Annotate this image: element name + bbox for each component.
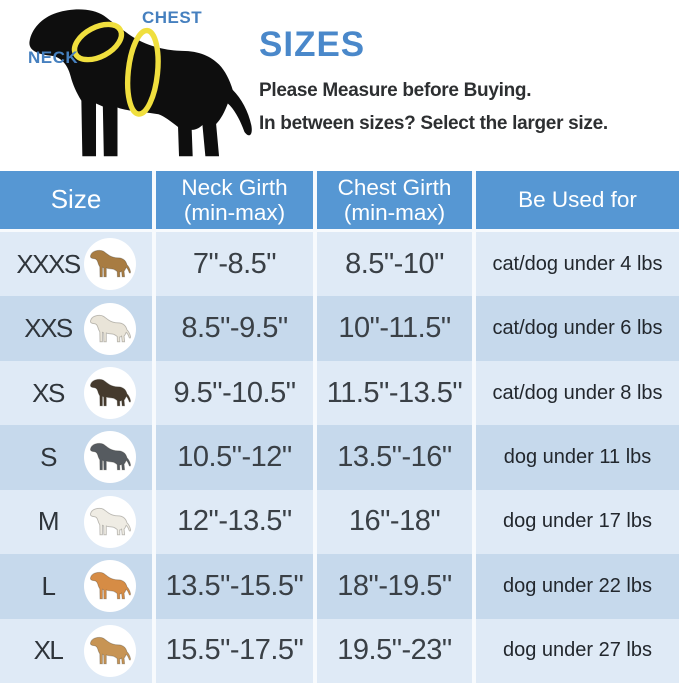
chest-girth-value: 11.5"-13.5" — [313, 360, 472, 426]
table-row-xs: XS 9.5"-10.5" 11.5"-13.5" cat/dog under … — [0, 360, 679, 426]
chest-girth-value: 10"-11.5" — [313, 296, 472, 361]
size-label: M — [37, 506, 60, 537]
dog-icon-pomeranian — [88, 314, 132, 344]
table-row-s: S 10.5"-12" 13.5"-16" dog under 11 lbs — [0, 425, 679, 490]
dog-icon-corgi — [88, 571, 132, 601]
size-cell: S — [0, 425, 152, 489]
size-label: S — [40, 441, 57, 472]
used-for-value: dog under 27 lbs — [472, 618, 679, 683]
table-row-l: L 13.5"-15.5" 18"-19.5" dog under 22 lbs — [0, 554, 679, 619]
chest-girth-value: 19.5"-23" — [313, 618, 472, 683]
measure-note: Please Measure before Buying. — [259, 80, 532, 101]
hero-text-block: SIZES Please Measure before Buying. In b… — [259, 25, 677, 146]
table-row-m: M 12"-13.5" 16"-18" dog under 17 lbs — [0, 489, 679, 555]
dog-icon-chihuahua — [88, 378, 132, 408]
dog-icon-boston-terrier — [88, 442, 132, 472]
table-row-xxxs: XXXS 7"-8.5" 8.5"-10" cat/dog under 4 lb… — [0, 232, 679, 297]
used-for-value: dog under 17 lbs — [472, 489, 679, 555]
used-for-value: cat/dog under 6 lbs — [472, 296, 679, 361]
dog-photo — [84, 302, 136, 355]
size-cell: L — [0, 554, 152, 618]
neck-girth-ring — [71, 21, 125, 63]
between-sizes-note: In between sizes? Select the larger size… — [259, 113, 608, 134]
used-for-value: cat/dog under 4 lbs — [472, 232, 679, 297]
size-label: XS — [32, 377, 65, 408]
header-size: Size — [0, 171, 152, 229]
size-table: Size Neck Girth (min-max) Chest Girth (m… — [0, 171, 679, 683]
size-cell: M — [0, 490, 152, 554]
dog-photo — [84, 495, 136, 548]
size-cell: XL — [0, 619, 152, 683]
dog-icon-yorkshire-terrier — [88, 249, 132, 279]
neck-girth-value: 15.5"-17.5" — [152, 618, 313, 683]
chest-label: CHEST — [142, 8, 203, 27]
size-cell: XXS — [0, 296, 152, 360]
dog-photo — [84, 560, 136, 613]
page-title: SIZES — [259, 25, 366, 64]
chest-girth-value: 18"-19.5" — [313, 554, 472, 619]
size-cell: XS — [0, 361, 152, 425]
neck-girth-value: 7"-8.5" — [152, 232, 313, 297]
dog-photo — [84, 238, 136, 291]
size-cell: XXXS — [0, 232, 152, 296]
used-for-value: dog under 11 lbs — [472, 425, 679, 490]
dog-photo — [84, 624, 136, 677]
hero-section: NECK CHEST SIZES Please Measure before B… — [0, 0, 679, 171]
dog-photo — [84, 431, 136, 484]
size-label: XL — [33, 635, 64, 666]
chest-girth-ring — [124, 27, 161, 117]
neck-girth-value: 8.5"-9.5" — [152, 296, 313, 361]
table-row-xl: XL 15.5"-17.5" 19.5"-23" dog under 27 lb… — [0, 618, 679, 683]
dog-photo — [84, 367, 136, 420]
neck-girth-value: 9.5"-10.5" — [152, 360, 313, 426]
table-row-xxs: XXS 8.5"-9.5" 10"-11.5" cat/dog under 6 … — [0, 296, 679, 361]
chest-girth-value: 13.5"-16" — [313, 425, 472, 490]
used-for-value: dog under 22 lbs — [472, 554, 679, 619]
header-chest-girth: Chest Girth (min-max) — [313, 171, 472, 229]
dog-icon-bichon-poodle — [88, 507, 132, 537]
size-label: L — [41, 570, 56, 601]
chest-girth-value: 8.5"-10" — [313, 232, 472, 297]
used-for-value: cat/dog under 8 lbs — [472, 360, 679, 426]
header-be-used-for: Be Used for — [472, 171, 679, 229]
chest-girth-value: 16"-18" — [313, 489, 472, 555]
dog-icon-shiba-inu — [88, 636, 132, 666]
neck-girth-value: 10.5"-12" — [152, 425, 313, 490]
dog-silhouette-diagram — [14, 2, 262, 168]
neck-girth-value: 12"-13.5" — [152, 489, 313, 555]
size-label: XXXS — [16, 248, 81, 279]
neck-label: NECK — [28, 48, 79, 67]
table-header-row: Size Neck Girth (min-max) Chest Girth (m… — [0, 171, 679, 232]
header-neck-girth: Neck Girth (min-max) — [152, 171, 313, 229]
size-label: XXS — [24, 313, 73, 344]
neck-girth-value: 13.5"-15.5" — [152, 554, 313, 619]
